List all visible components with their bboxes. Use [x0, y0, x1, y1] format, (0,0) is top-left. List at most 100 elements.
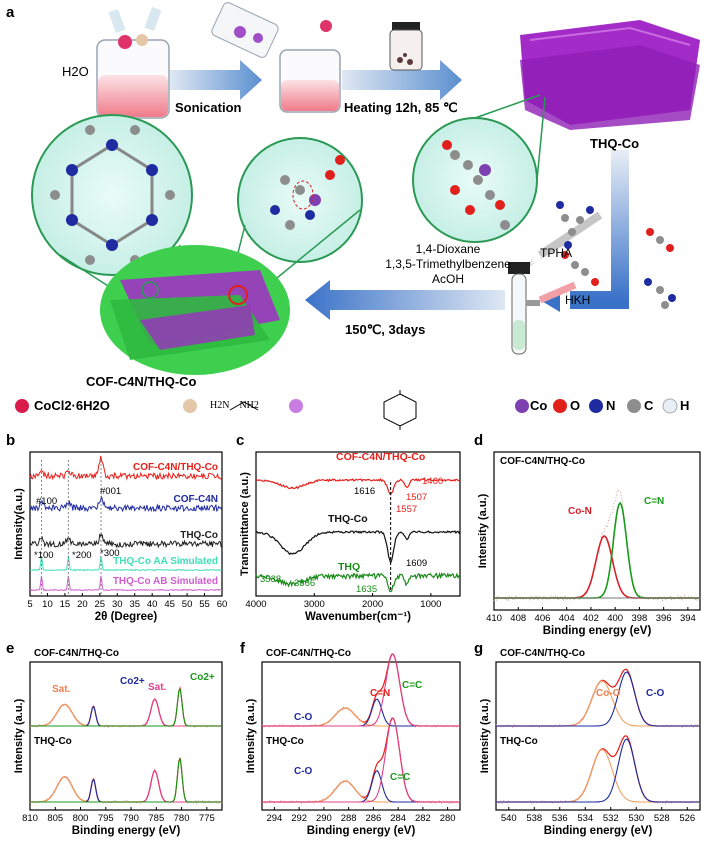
thq-co-sheets-icon	[520, 20, 700, 130]
annotation-f-2: C-O	[294, 712, 313, 723]
panel-d-xtick-label: 404	[559, 613, 575, 624]
panel-f-comp-0-2	[262, 653, 460, 727]
en-legend-icon	[183, 399, 197, 413]
panel-d-xtick-label: 396	[656, 613, 672, 624]
panel-f-xtick-label: 294	[266, 813, 282, 824]
annotation-c-1: 1616	[354, 486, 375, 497]
water-label: H2O	[62, 64, 89, 79]
series-c-2	[255, 571, 461, 593]
panel-e-xtick-label: 775	[199, 813, 215, 824]
panel-g-xlabel: Binding energy (eV)	[544, 825, 653, 837]
legend-b-0: COF-C4N/THQ-Co	[133, 462, 218, 473]
panel-g-xtick-label: 532	[603, 813, 619, 824]
panel-g-frame	[495, 661, 701, 811]
panel-b-xtick-label: 10	[42, 599, 53, 610]
panel-d-frame	[493, 451, 701, 611]
panel-d-label: d	[474, 432, 484, 449]
h-atom-icon	[662, 398, 678, 414]
panel-b-xtick-label: 50	[182, 599, 193, 610]
panel-g-xtick-label: 530	[628, 813, 644, 824]
panel-f-sample-0: COF-C4N/THQ-Co	[266, 648, 351, 659]
panel-g-comp-1-0	[496, 749, 700, 803]
panel-e-comp-1-0	[30, 776, 222, 803]
annotation-e-2: Sat.	[148, 682, 167, 693]
annotation-g-1: C-O	[646, 688, 665, 699]
beaker-1-icon	[96, 6, 170, 119]
cof-zoom-circle-left	[31, 114, 193, 276]
panel-e-comp-1-2	[30, 769, 222, 803]
panel-d-peak-1	[494, 501, 700, 599]
series-b-2	[29, 533, 223, 549]
cof-label: COF-C4N/THQ-Co	[86, 374, 197, 389]
legend-row: CoCl2·6H2O H2N NH2 Co O N C H	[0, 390, 709, 430]
panel-b-xtick-label: 5	[27, 599, 32, 610]
panel-b-xtick-label: 40	[147, 599, 158, 610]
arrow-solvothermal-icon	[305, 280, 505, 320]
panel-e-sample-1: THQ-Co	[34, 736, 72, 747]
panel-e-frame	[29, 661, 223, 811]
panel-e-sample-0: COF-C4N/THQ-Co	[34, 648, 119, 659]
panel-d-peak-label-0: Co-N	[568, 506, 592, 517]
heating-label: Heating 12h, 85 ℃	[344, 100, 458, 115]
panel-d-xtick-label: 402	[583, 613, 599, 624]
series-c-0	[255, 477, 461, 496]
panel-b-xtick-label: 15	[60, 599, 71, 610]
panel-b-label: b	[6, 432, 16, 449]
tpha-molecule-icon	[556, 201, 594, 249]
annotation-c-2: 1507	[406, 492, 427, 503]
panel-f-xtick-label: 288	[341, 813, 357, 824]
panel-f-frame	[261, 661, 461, 811]
panel-e-comp-0-2	[30, 698, 222, 727]
panel-d-xtick-label: 394	[680, 613, 696, 624]
cocl2-legend-icon	[15, 399, 29, 413]
panel-e-comp-0-3	[30, 688, 222, 727]
panel-d-xtick-label: 400	[607, 613, 623, 624]
panel-g-xtick-label: 540	[501, 813, 517, 824]
legend-icons	[15, 390, 678, 430]
panel-b-ylabel: Intensity(a.u.)	[13, 488, 25, 560]
solvent-list: 1,4-Dioxane 1,3,5-Trimethylbenzene AcOH	[368, 242, 528, 287]
panel-e-fit-1	[30, 757, 222, 803]
panel-b-frame	[29, 451, 223, 597]
annotation-g-0: Co-O	[596, 688, 621, 699]
legend-b-2: THQ-Co	[180, 530, 218, 541]
series-b-0	[29, 455, 223, 481]
panel-c-label: c	[236, 432, 245, 449]
panel-f-comp-1-2	[262, 717, 460, 803]
panel-f-fit-0	[262, 653, 460, 727]
annotation-b-4: *300	[100, 548, 120, 559]
panel-d-title: COF-C4N/THQ-Co	[500, 456, 585, 467]
annotation-c-7: 1635	[356, 584, 377, 595]
panel-g-xtick-label: 538	[526, 813, 542, 824]
panel-e-xtick-label: 790	[123, 813, 139, 824]
annotation-c-3: 1557	[396, 504, 417, 515]
annotation-c-4: 1609	[406, 558, 427, 569]
panel-b-xtick-label: 30	[112, 599, 123, 610]
series-b-4	[29, 575, 223, 592]
panel-f-xtick-label: 286	[365, 813, 381, 824]
arrow-heating-icon	[342, 60, 462, 100]
panel-f-comp-0-1	[262, 698, 460, 727]
panel-f-raw-0	[261, 653, 461, 729]
thq-legend-icon	[289, 399, 303, 413]
panel-f-raw-1	[261, 717, 461, 805]
hkh-label: HKH	[565, 293, 591, 307]
atom-n-label: N	[606, 398, 616, 413]
atom-h-label: H	[680, 398, 690, 413]
cof-composite-icon	[100, 245, 290, 375]
panel-e-xtick-label: 800	[73, 813, 89, 824]
panel-c-xtick-label: 1000	[420, 599, 441, 610]
annotation-f-4: C=C	[390, 772, 410, 783]
panel-g-label: g	[474, 640, 484, 657]
vial-icon	[389, 22, 423, 71]
panel-c-xlabel: Wavenumber(cm⁻¹)	[305, 611, 411, 623]
panel-g-xtick-label: 534	[577, 813, 593, 824]
co-atom-icon	[515, 399, 529, 413]
o-atom-icon	[553, 399, 567, 413]
panel-d-xtick-label: 408	[510, 613, 526, 624]
panel-d-peak-0	[494, 535, 700, 599]
panel-g-xtick-label: 526	[679, 813, 695, 824]
sonication-label: Sonication	[175, 100, 242, 115]
panel-g-sample-1: THQ-Co	[500, 736, 538, 747]
